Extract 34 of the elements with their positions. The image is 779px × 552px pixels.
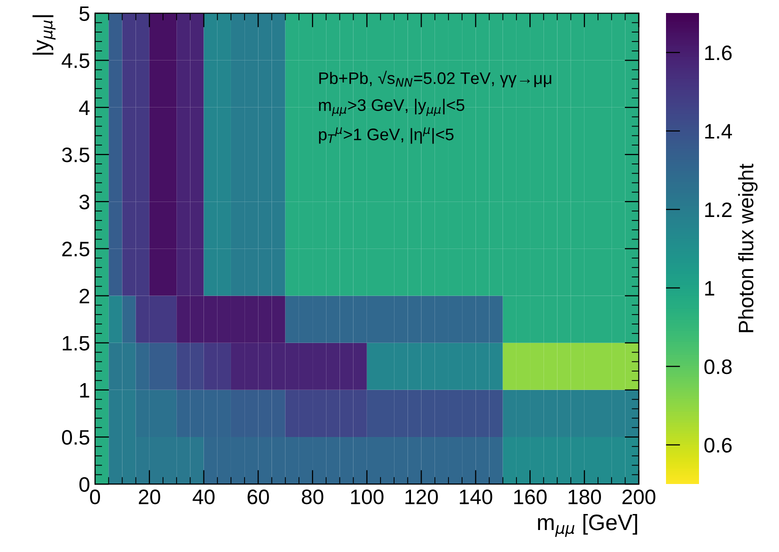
x-tick-label: 60: [248, 490, 269, 504]
x-tick-label: 200: [622, 490, 656, 504]
y-tick-label: 0.5: [62, 430, 90, 445]
x-tick-label: 120: [405, 490, 438, 504]
x-tick-label: 20: [138, 490, 160, 504]
color-bar-title: Photon flux weight: [738, 164, 758, 332]
annotation: Pb+Pb, √s$_{NN}$=5.02 TeV, γγ→μμ: [319, 70, 552, 88]
x-tick-label: 140: [460, 490, 492, 504]
y-tick-label: 4: [79, 100, 90, 115]
x-tick-label: 180: [568, 490, 601, 504]
y-tick-label: 1: [80, 383, 90, 398]
y-tick-label: 2.5: [62, 242, 90, 256]
x-tick-label: 40: [192, 490, 215, 504]
y-tick-label: 2: [80, 288, 90, 304]
x-tick-label: 80: [302, 490, 324, 504]
color-bar-label: 0.8: [704, 359, 732, 374]
color-bar-label: 1.6: [705, 45, 732, 60]
y-tick-label: 5: [79, 6, 90, 21]
color-bar-label: 1: [705, 281, 714, 296]
color-bar-label: 1.2: [705, 202, 732, 217]
x-tick-label: 0: [90, 490, 100, 504]
y-tick-label: 4.5: [62, 54, 90, 68]
x-axis-title: m$_{μμ}$ [GeV]: [538, 514, 638, 537]
annotation: m$_{μμ}$>3 GeV, |y$_{μμ}$|<5: [319, 98, 464, 116]
color-bar-label: 1.4: [705, 124, 732, 139]
y-tick-label: 0: [79, 477, 90, 492]
x-tick-label: 160: [514, 490, 547, 504]
y-axis-title: |y$_{μμ}$|: [32, 15, 56, 55]
y-tick-label: 3.5: [62, 148, 90, 162]
y-tick-label: 3: [79, 194, 90, 210]
y-tick-label: 1.5: [62, 336, 90, 351]
color-bar-label: 0.6: [704, 438, 732, 453]
annotation: p$_{T}$$^{μ}$>1 GeV, |η$^{μ}$|<5: [319, 127, 454, 144]
x-tick-label: 100: [351, 490, 384, 504]
